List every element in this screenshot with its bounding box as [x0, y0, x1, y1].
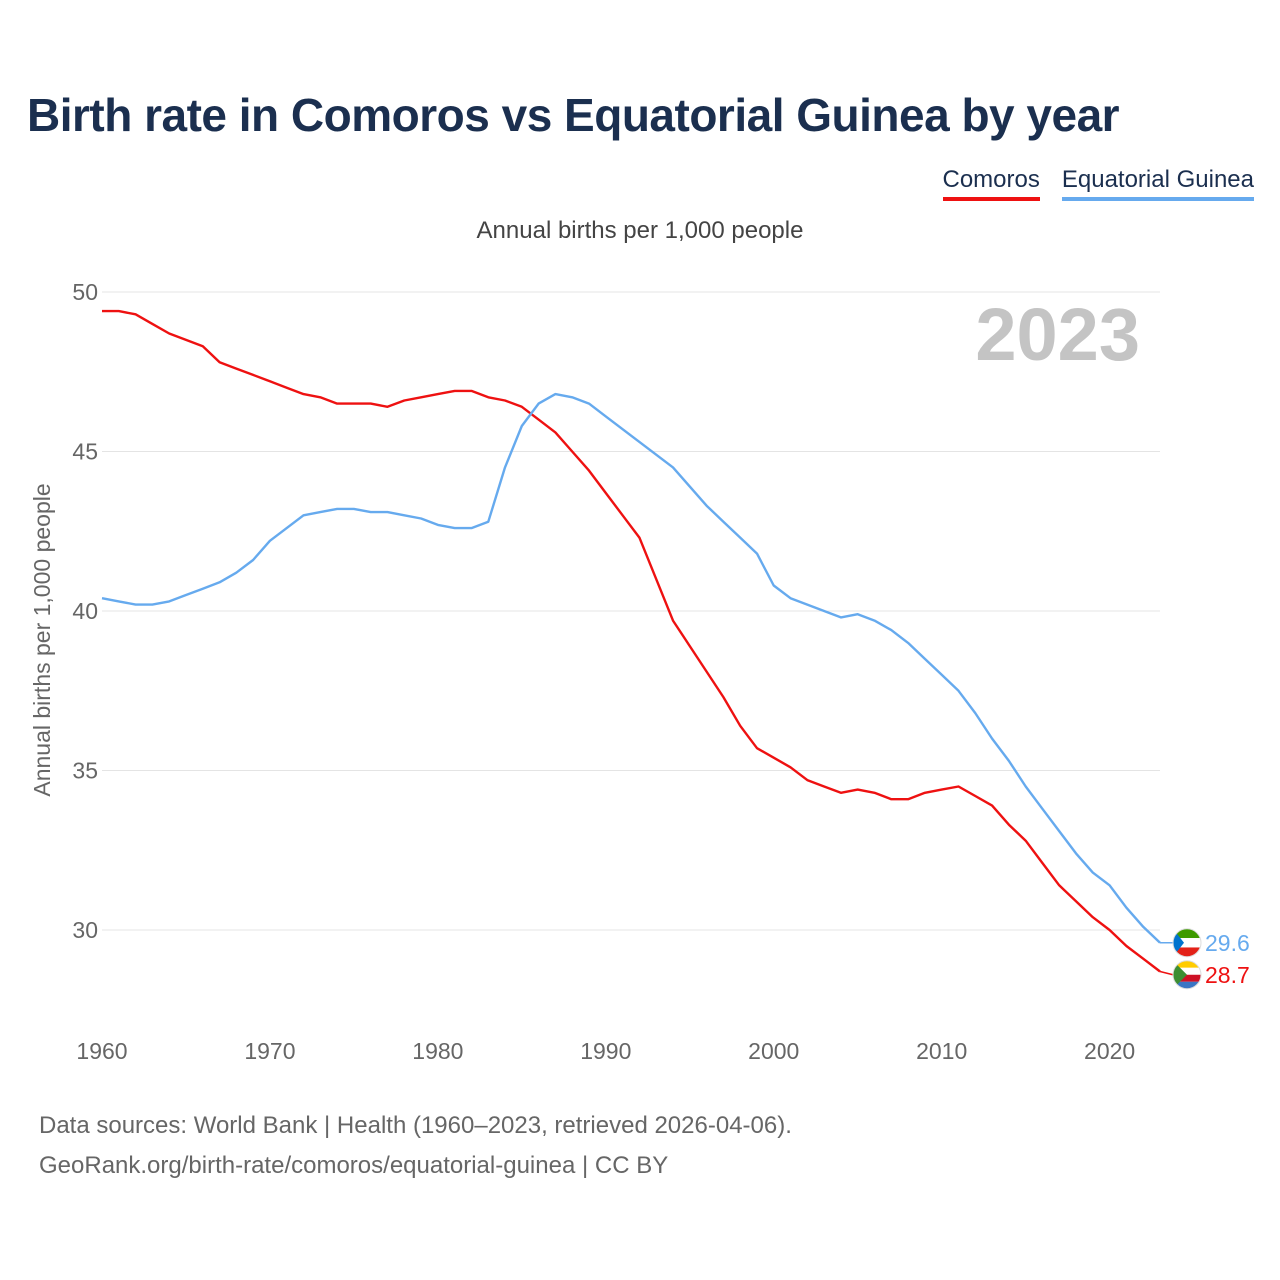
y-tick-label-50: 50 [72, 279, 98, 305]
x-tick-label-1980: 1980 [412, 1038, 463, 1064]
data-source-line: Data sources: World Bank | Health (1960–… [39, 1112, 792, 1139]
y-axis-label: Annual births per 1,000 people [29, 483, 55, 796]
x-tick-label-1960: 1960 [76, 1038, 127, 1064]
chart-title: Birth rate in Comoros vs Equatorial Guin… [27, 89, 1120, 141]
end-value-label-equatorial-guinea: 29.6 [1205, 930, 1250, 956]
x-tick-label-2000: 2000 [748, 1038, 799, 1064]
y-tick-label-40: 40 [72, 598, 98, 624]
y-tick-label-35: 35 [72, 758, 98, 784]
legend: Comoros Equatorial Guinea [942, 166, 1254, 201]
legend-item-comoros[interactable]: Comoros [942, 166, 1040, 201]
year-watermark: 2023 [975, 293, 1140, 376]
end-value-label-comoros: 28.7 [1205, 962, 1250, 988]
x-tick-label-2010: 2010 [916, 1038, 967, 1064]
y-tick-label-30: 30 [72, 917, 98, 943]
y-tick-label-45: 45 [72, 439, 98, 465]
attribution-line: GeoRank.org/birth-rate/comoros/equatoria… [39, 1152, 669, 1179]
chart-subtitle: Annual births per 1,000 people [476, 217, 804, 244]
x-tick-label-2020: 2020 [1084, 1038, 1135, 1064]
footer: Data sources: World Bank | Health (1960–… [39, 1106, 792, 1186]
end-connector-comoros [1159, 970, 1174, 976]
x-tick-label-1970: 1970 [244, 1038, 295, 1064]
flag-icon-equatorial-guinea [1172, 928, 1202, 958]
legend-item-equatorial-guinea[interactable]: Equatorial Guinea [1061, 166, 1254, 201]
series-line-comoros [102, 309, 1161, 973]
x-tick-label-1990: 1990 [580, 1038, 631, 1064]
series-line-equatorial-guinea [101, 392, 1161, 944]
flag-icon-comoros [1172, 960, 1202, 990]
